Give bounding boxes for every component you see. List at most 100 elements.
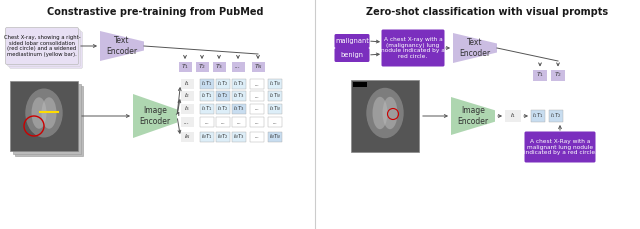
Bar [268,132,282,142]
Text: $T_2$: $T_2$ [554,71,562,79]
FancyBboxPatch shape [8,30,81,66]
Bar [250,117,264,127]
Text: $I_NT_N$: $I_NT_N$ [269,133,281,142]
Ellipse shape [26,88,63,137]
Text: ...: ... [184,120,190,125]
FancyBboxPatch shape [381,30,445,66]
Bar [549,110,563,122]
Bar [232,62,244,72]
Text: ...: ... [205,120,209,125]
Text: $I_2T_1$: $I_2T_1$ [202,92,212,101]
Bar [551,69,565,81]
Ellipse shape [372,97,387,129]
Bar [268,117,282,127]
Text: $I_1T_N$: $I_1T_N$ [269,79,281,88]
Bar [200,104,214,114]
Text: ...: ... [255,82,259,87]
Bar [268,104,282,114]
Bar [180,132,193,142]
Text: $I_1T_2$: $I_1T_2$ [550,112,562,120]
FancyBboxPatch shape [335,48,369,62]
Text: $I_3T_2$: $I_3T_2$ [218,105,228,113]
Text: $I_3T_3$: $I_3T_3$ [234,105,244,113]
FancyBboxPatch shape [525,131,595,163]
Polygon shape [453,33,497,63]
Bar [268,91,282,101]
Text: $I_1T_2$: $I_1T_2$ [218,79,228,88]
Bar [15,86,83,156]
Text: Text
Encoder: Text Encoder [106,36,138,56]
FancyBboxPatch shape [10,32,83,68]
Bar [216,132,230,142]
Text: $I_1$: $I_1$ [184,79,190,88]
Text: $I_1$: $I_1$ [510,112,516,120]
Text: Image
Encoder: Image Encoder [458,106,488,126]
Bar [212,62,225,72]
Text: ...: ... [237,120,241,125]
Bar [351,80,419,152]
Text: Image
Encoder: Image Encoder [140,106,171,126]
Text: ...: ... [255,134,259,139]
Text: $I_2$: $I_2$ [184,92,190,101]
Bar [10,81,78,151]
Ellipse shape [383,97,397,129]
Text: Chest X-ray, showing a right-
sided lobar consolidation
(red circle) and a widen: Chest X-ray, showing a right- sided loba… [4,35,80,57]
Bar [200,91,214,101]
Ellipse shape [366,88,404,138]
Polygon shape [100,31,144,61]
Bar [531,110,545,122]
Text: $T_N$: $T_N$ [253,63,262,71]
Text: $I_NT_3$: $I_NT_3$ [233,133,245,142]
Text: $I_3T_N$: $I_3T_N$ [269,105,281,113]
Bar [200,79,214,89]
Text: $I_1T_1$: $I_1T_1$ [532,112,543,120]
Bar [250,104,264,114]
Ellipse shape [42,97,56,129]
Text: $I_3T_1$: $I_3T_1$ [202,105,212,113]
Bar [200,132,214,142]
Ellipse shape [31,97,47,129]
Text: ...: ... [255,93,259,98]
Bar [232,91,246,101]
Text: $I_1T_1$: $I_1T_1$ [202,79,212,88]
Text: $I_NT_1$: $I_NT_1$ [201,133,213,142]
Text: malignant: malignant [335,38,369,44]
Bar [216,117,230,127]
Text: ...: ... [255,120,259,125]
Text: $I_2T_3$: $I_2T_3$ [234,92,244,101]
Text: ...: ... [273,120,277,125]
Text: benign: benign [340,52,364,58]
Bar [179,62,191,72]
Bar [353,82,367,87]
FancyBboxPatch shape [335,34,369,48]
Text: Text
Encoder: Text Encoder [460,38,491,58]
Text: $T_3$: $T_3$ [215,63,223,71]
Text: Zero-shot classification with visual prompts: Zero-shot classification with visual pro… [366,7,608,17]
Polygon shape [451,97,495,135]
Text: $T_1$: $T_1$ [536,71,544,79]
Bar [250,79,264,89]
Bar [180,91,193,101]
Bar [180,79,193,89]
Text: A chest X-ray with a
(malignancy) lung
nodule indicated by a
red circle.: A chest X-ray with a (malignancy) lung n… [381,37,445,59]
Bar [216,104,230,114]
Bar [252,62,264,72]
Text: $I_NT_2$: $I_NT_2$ [217,133,229,142]
Bar [505,110,521,122]
FancyBboxPatch shape [6,27,79,65]
Bar [250,91,264,101]
Text: ...: ... [255,106,259,112]
Text: A chest X-Ray with a
malignant lung nodule
indicated by a red circle.: A chest X-Ray with a malignant lung nodu… [524,139,596,155]
Bar [232,104,246,114]
Bar [232,117,246,127]
Text: $I_1T_3$: $I_1T_3$ [234,79,244,88]
Text: $T_1$: $T_1$ [181,63,189,71]
Text: $I_2T_N$: $I_2T_N$ [269,92,281,101]
Text: $T_2$: $T_2$ [198,63,206,71]
Bar [232,79,246,89]
Bar [200,117,214,127]
Text: Constrastive pre-training from PubMed: Constrastive pre-training from PubMed [47,7,263,17]
Text: $I_2T_2$: $I_2T_2$ [218,92,228,101]
Text: ...: ... [221,120,225,125]
Bar [13,84,81,153]
